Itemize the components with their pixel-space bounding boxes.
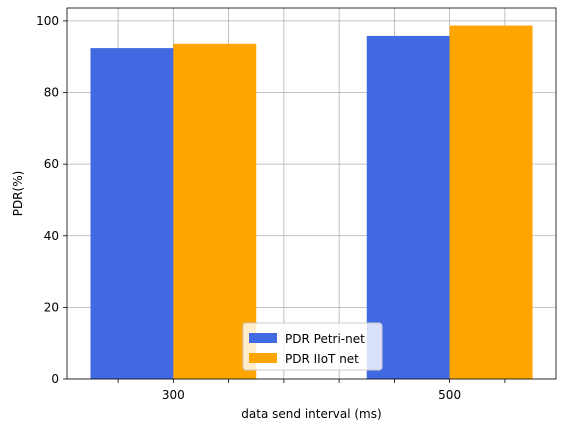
- y-tick-label: 0: [51, 372, 59, 386]
- legend-entry-label: PDR IIoT net: [285, 352, 359, 366]
- legend-swatch: [249, 353, 277, 363]
- y-axis-label: PDR(%): [11, 171, 25, 217]
- x-tick-label: 300: [162, 388, 185, 402]
- legend-entry-label: PDR Petri-net: [285, 332, 365, 346]
- ticks: 300 500 0 20 40 60 80 100: [36, 14, 506, 402]
- bar-iiot-net-300: [173, 43, 257, 379]
- y-tick-label: 40: [44, 229, 59, 243]
- plot-frame: [66, 7, 557, 380]
- bar-petri-net-300: [90, 48, 174, 380]
- y-tick-label: 20: [44, 300, 59, 314]
- legend: PDR Petri-net PDR IIoT net: [242, 322, 383, 371]
- y-tick-label: 80: [44, 86, 59, 100]
- bar-petri-net-500: [366, 35, 450, 379]
- x-tick-label: 500: [438, 388, 461, 402]
- y-tick-label: 100: [36, 14, 59, 28]
- x-axis-label: data send interval (ms): [241, 407, 381, 421]
- y-tick-label: 60: [44, 157, 59, 171]
- legend-frame: [242, 322, 383, 371]
- bars: [90, 25, 533, 380]
- bar-iiot-net-500: [449, 25, 533, 379]
- legend-swatch: [249, 333, 277, 343]
